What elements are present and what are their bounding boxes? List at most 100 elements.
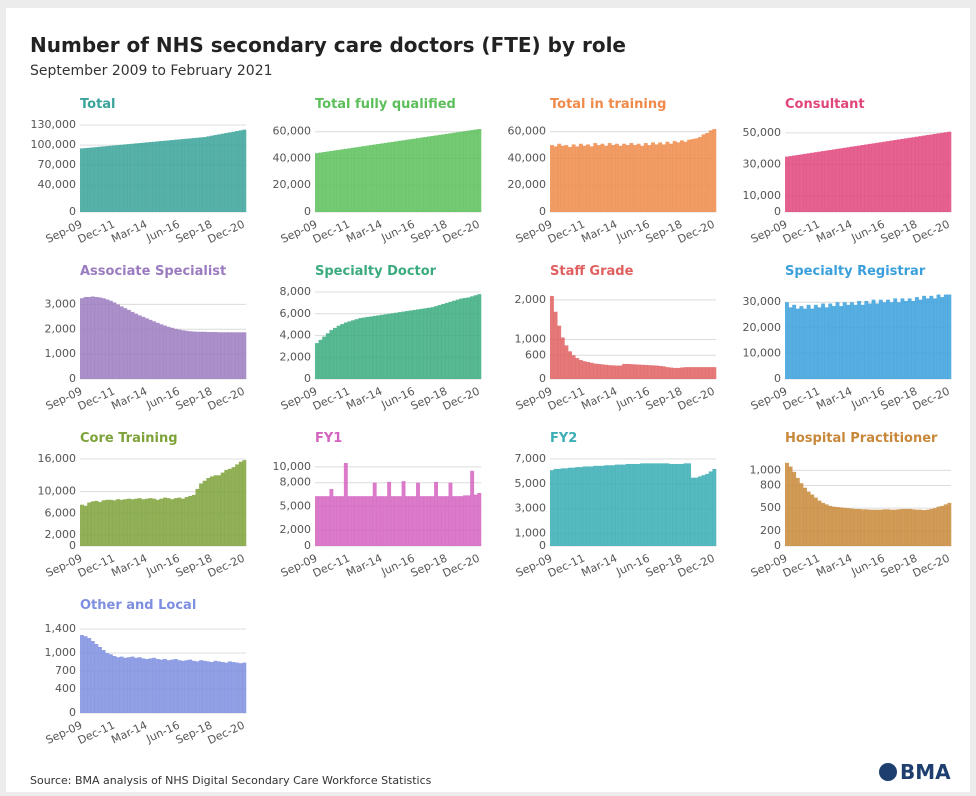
bar — [390, 313, 395, 379]
bar — [828, 303, 833, 379]
bar — [647, 365, 652, 379]
bar — [647, 145, 652, 212]
bar — [333, 496, 337, 546]
bar — [636, 463, 641, 546]
y-tick-label: 130,000 — [31, 118, 77, 131]
bar — [932, 133, 937, 212]
bar — [177, 329, 182, 379]
bar — [123, 308, 128, 379]
bar — [351, 496, 355, 546]
bar — [347, 321, 352, 379]
bar — [604, 465, 609, 546]
chart-title: Consultant — [785, 97, 865, 112]
bar — [184, 497, 189, 546]
bar — [929, 508, 934, 546]
bar — [347, 496, 352, 546]
chart-title: Specialty Registrar — [785, 264, 926, 279]
bar — [708, 367, 713, 379]
bar — [372, 482, 377, 546]
bar — [875, 303, 880, 379]
bar — [589, 146, 594, 212]
bar — [199, 331, 203, 379]
bar — [163, 140, 167, 212]
bar — [810, 152, 815, 212]
bar — [430, 496, 435, 546]
logo: BMA — [900, 760, 951, 784]
bar — [557, 468, 562, 546]
bar — [152, 321, 157, 379]
bar — [224, 469, 229, 546]
bar — [87, 638, 92, 713]
bar — [683, 141, 688, 212]
bar — [477, 294, 482, 379]
bar — [575, 467, 580, 546]
bar — [846, 147, 851, 212]
y-tick-label: 10,000 — [743, 189, 782, 202]
bar — [141, 499, 146, 546]
bar — [618, 464, 623, 546]
bar — [694, 138, 699, 212]
bar — [87, 296, 92, 379]
bar — [792, 304, 797, 379]
y-tick-label: 2,000 — [45, 322, 77, 335]
bar — [462, 495, 467, 546]
bar — [90, 501, 95, 546]
bar — [661, 463, 666, 546]
bar — [582, 466, 587, 546]
bar — [181, 660, 185, 713]
bar — [839, 507, 844, 546]
bar — [878, 142, 883, 212]
bar — [231, 332, 236, 379]
bar — [242, 460, 247, 546]
bar — [398, 140, 402, 212]
bar — [712, 367, 717, 379]
bar — [336, 496, 341, 546]
bar — [108, 499, 113, 546]
bar — [578, 143, 583, 212]
bar — [315, 496, 319, 546]
bar — [676, 367, 681, 379]
bar — [116, 304, 120, 379]
bar — [557, 325, 562, 379]
bar — [98, 297, 102, 379]
bar — [672, 141, 677, 212]
bar — [90, 147, 95, 212]
bar — [227, 332, 232, 379]
y-tick-label: 6,000 — [280, 307, 312, 320]
bar — [423, 308, 428, 379]
bar — [318, 339, 323, 379]
y-tick-label: 8,000 — [280, 476, 312, 489]
bar — [575, 358, 580, 379]
bar — [593, 465, 598, 546]
bar — [857, 300, 862, 379]
bar — [658, 365, 663, 379]
bar — [116, 145, 120, 212]
bar — [622, 143, 627, 212]
bar — [947, 502, 952, 546]
bar — [806, 304, 811, 379]
bar — [235, 464, 240, 546]
bar — [914, 136, 919, 212]
bar — [665, 463, 670, 546]
bar — [191, 138, 196, 212]
bar — [889, 302, 894, 379]
bar — [640, 463, 645, 546]
bar — [611, 465, 616, 546]
bar — [209, 135, 214, 212]
bar — [90, 641, 95, 713]
bar — [235, 332, 240, 379]
y-tick-label: 200 — [760, 524, 781, 537]
y-tick-label: 2,000 — [45, 528, 77, 541]
bar — [857, 145, 862, 212]
y-tick-label: 1,400 — [45, 622, 77, 635]
bar — [593, 143, 598, 212]
bar — [473, 295, 478, 379]
bar — [383, 496, 388, 546]
bar — [564, 345, 569, 379]
bar — [640, 364, 645, 379]
bar — [712, 468, 717, 546]
bar — [242, 662, 247, 713]
bar — [817, 307, 822, 379]
bar — [105, 146, 110, 212]
bar — [886, 299, 890, 379]
